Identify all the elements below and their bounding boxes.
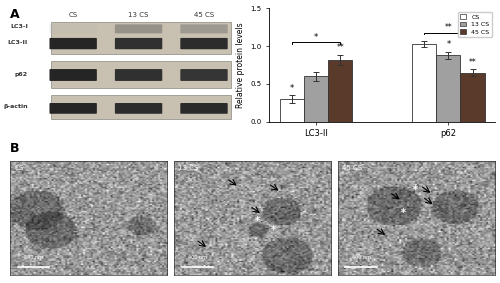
FancyBboxPatch shape xyxy=(180,69,228,81)
Legend: CS, 13 CS, 45 CS: CS, 13 CS, 45 CS xyxy=(458,12,492,37)
Text: β-actin: β-actin xyxy=(4,104,28,110)
Text: *: * xyxy=(446,40,450,49)
Text: CS: CS xyxy=(68,12,78,18)
FancyBboxPatch shape xyxy=(50,61,231,88)
Bar xyxy=(328,60,352,122)
FancyBboxPatch shape xyxy=(50,22,231,54)
Text: *: * xyxy=(314,33,318,42)
Text: *: * xyxy=(255,216,260,226)
FancyBboxPatch shape xyxy=(180,103,228,114)
FancyBboxPatch shape xyxy=(180,24,228,33)
FancyBboxPatch shape xyxy=(50,69,97,81)
Text: *: * xyxy=(271,225,276,235)
FancyBboxPatch shape xyxy=(115,69,162,81)
FancyBboxPatch shape xyxy=(50,95,231,119)
Text: 400 nm: 400 nm xyxy=(24,255,43,260)
Text: **: ** xyxy=(444,23,452,32)
Text: *: * xyxy=(413,185,418,195)
Bar xyxy=(460,73,484,122)
Text: 13 CS: 13 CS xyxy=(128,12,149,18)
Text: *: * xyxy=(400,208,406,218)
FancyBboxPatch shape xyxy=(180,38,228,49)
FancyBboxPatch shape xyxy=(50,38,97,49)
Text: 400 nm: 400 nm xyxy=(188,255,207,260)
FancyBboxPatch shape xyxy=(115,38,162,49)
Text: CS: CS xyxy=(14,165,24,171)
Text: **: ** xyxy=(336,43,344,52)
Text: 13 CS: 13 CS xyxy=(178,165,199,171)
Text: 400 nm: 400 nm xyxy=(352,255,370,260)
Y-axis label: Relative protein levels: Relative protein levels xyxy=(236,22,245,108)
Bar xyxy=(436,55,460,122)
Text: 45 CS: 45 CS xyxy=(342,165,362,171)
Bar xyxy=(280,99,304,122)
Bar xyxy=(412,44,436,122)
FancyBboxPatch shape xyxy=(50,103,97,114)
Text: **: ** xyxy=(468,58,476,67)
Text: *: * xyxy=(290,84,294,93)
Text: B: B xyxy=(10,142,20,155)
Text: 45 CS: 45 CS xyxy=(194,12,214,18)
Text: LC3-II: LC3-II xyxy=(8,40,28,45)
Text: LC3-I: LC3-I xyxy=(10,24,28,29)
FancyBboxPatch shape xyxy=(50,24,97,33)
Text: A: A xyxy=(10,8,20,22)
Text: p62: p62 xyxy=(15,72,28,77)
FancyBboxPatch shape xyxy=(115,103,162,114)
Bar xyxy=(304,76,328,122)
FancyBboxPatch shape xyxy=(115,24,162,33)
